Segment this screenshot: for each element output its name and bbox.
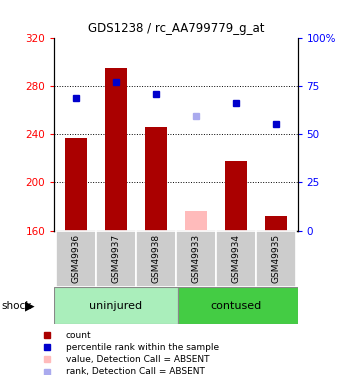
- Bar: [265, 216, 287, 231]
- Title: GDS1238 / rc_AA799779_g_at: GDS1238 / rc_AA799779_g_at: [88, 22, 264, 35]
- Text: GSM49934: GSM49934: [231, 234, 240, 283]
- Bar: [56, 231, 96, 287]
- Text: GSM49938: GSM49938: [152, 234, 160, 284]
- Text: shock: shock: [2, 301, 32, 310]
- Bar: [178, 287, 298, 324]
- Text: value, Detection Call = ABSENT: value, Detection Call = ABSENT: [66, 355, 209, 364]
- Bar: [136, 231, 176, 287]
- Text: uninjured: uninjured: [90, 301, 142, 310]
- Text: GSM49935: GSM49935: [271, 234, 280, 284]
- Bar: [176, 231, 216, 287]
- Text: percentile rank within the sample: percentile rank within the sample: [66, 343, 219, 352]
- Text: GSM49933: GSM49933: [191, 234, 200, 284]
- Bar: [185, 211, 207, 231]
- Bar: [54, 287, 178, 324]
- Bar: [225, 160, 247, 231]
- Text: count: count: [66, 330, 91, 339]
- Text: GSM49936: GSM49936: [72, 234, 81, 284]
- Bar: [256, 231, 295, 287]
- Bar: [145, 127, 167, 231]
- Text: GSM49937: GSM49937: [112, 234, 120, 284]
- Text: rank, Detection Call = ABSENT: rank, Detection Call = ABSENT: [66, 367, 205, 375]
- Bar: [65, 138, 87, 231]
- Bar: [216, 231, 256, 287]
- Bar: [105, 68, 127, 231]
- Text: contused: contused: [210, 301, 261, 310]
- Bar: [96, 231, 136, 287]
- Text: ▶: ▶: [25, 300, 35, 313]
